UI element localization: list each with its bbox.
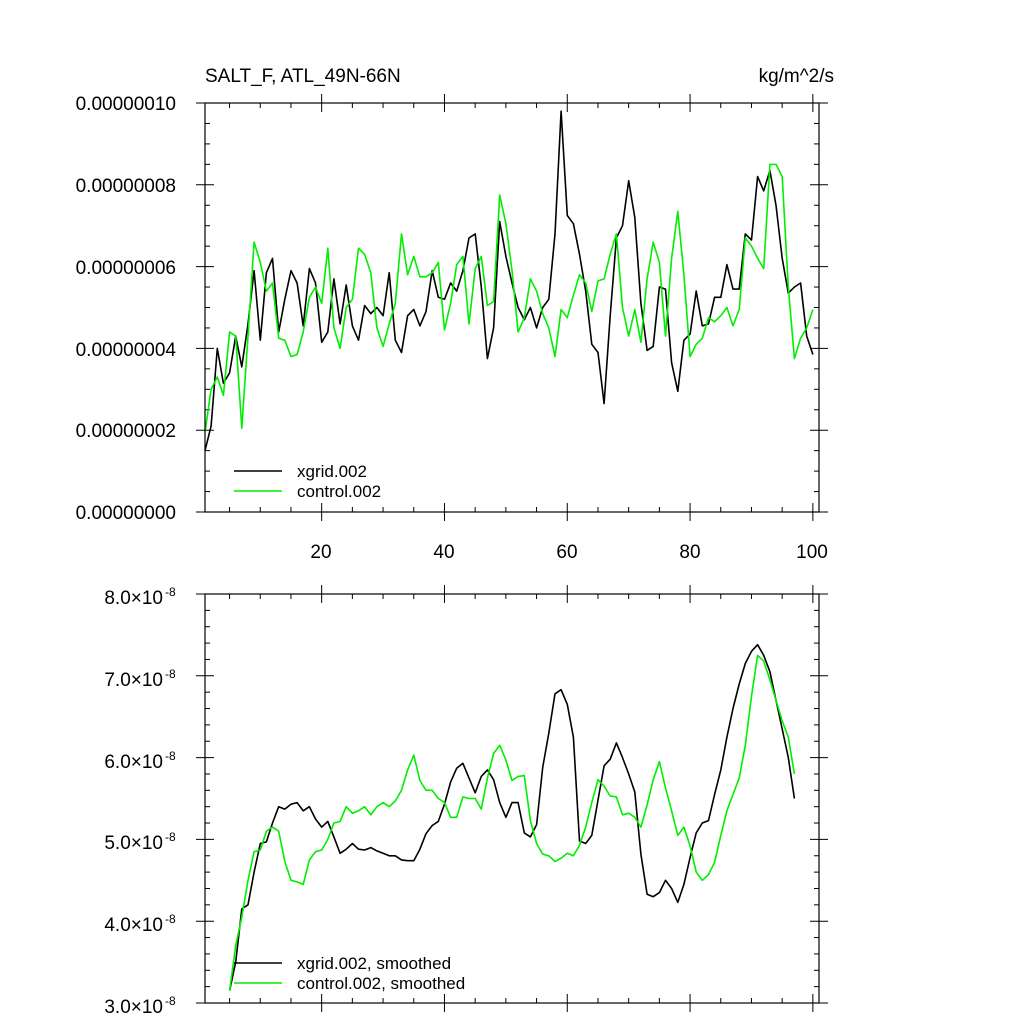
x-tick-label: 60 xyxy=(556,542,577,563)
y-tick-exponent: -8 xyxy=(165,830,176,844)
top-y-tick-labels: 0.00000010 0.00000008 0.00000006 0.00000… xyxy=(76,94,177,524)
y-tick-exponent: -8 xyxy=(165,585,176,599)
y-tick-label: 0.00000008 xyxy=(76,176,176,197)
y-tick-label: 4.0×10 xyxy=(104,915,163,936)
legend: xgrid.002, smoothed control.002, smoothe… xyxy=(234,954,465,993)
y-tick-label: 0.00000006 xyxy=(76,258,176,279)
y-tick-label: 3.0×10 xyxy=(104,997,163,1018)
bottom-panel: 8.0×10 -8 7.0×10 -8 6.0×10 -8 5.0×10 -8 … xyxy=(104,585,828,1018)
series-line-control-smoothed xyxy=(228,654,796,991)
bottom-y-tick-labels: 8.0×10 -8 7.0×10 -8 6.0×10 -8 5.0×10 -8 … xyxy=(104,585,176,1018)
y-tick-exponent: -8 xyxy=(165,912,176,926)
top-minor-ticks xyxy=(205,103,819,512)
x-tick-label: 100 xyxy=(796,542,828,563)
y-tick-exponent: -8 xyxy=(165,749,176,763)
y-tick-label: 5.0×10 xyxy=(104,833,163,854)
bottom-minor-ticks xyxy=(205,594,819,1003)
legend-label: xgrid.002 xyxy=(297,462,367,481)
y-tick-exponent: -8 xyxy=(165,667,176,681)
x-tick-label: 40 xyxy=(433,542,454,563)
series-line-xgrid xyxy=(204,110,814,451)
x-tick-label: 80 xyxy=(679,542,700,563)
y-tick-exponent: -8 xyxy=(165,994,176,1008)
chart-title: SALT_F, ATL_49N-66N xyxy=(205,66,401,87)
y-tick-label: 6.0×10 xyxy=(104,752,163,773)
y-tick-label: 0.00000000 xyxy=(76,503,176,524)
y-tick-label: 8.0×10 xyxy=(104,588,163,609)
units-label: kg/m^2/s xyxy=(759,66,834,87)
legend-label: control.002, smoothed xyxy=(297,974,465,993)
top-panel: SALT_F, ATL_49N-66N kg/m^2/s 0.00000010 … xyxy=(76,66,834,563)
legend-label: xgrid.002, smoothed xyxy=(297,954,451,973)
series-line-control xyxy=(204,163,814,433)
series-line-xgrid-smoothed xyxy=(228,643,796,991)
plot-frame xyxy=(204,593,820,1004)
plot-frame xyxy=(204,102,820,513)
legend: xgrid.002 control.002 xyxy=(234,462,381,501)
y-tick-label: 0.00000002 xyxy=(76,421,176,442)
y-tick-label: 0.00000004 xyxy=(76,340,177,361)
y-tick-label: 0.00000010 xyxy=(76,94,176,115)
legend-label: control.002 xyxy=(297,482,381,501)
x-tick-label: 20 xyxy=(310,542,331,563)
y-tick-label: 7.0×10 xyxy=(104,670,163,691)
top-x-tick-labels: 20 40 60 80 100 xyxy=(310,542,827,563)
